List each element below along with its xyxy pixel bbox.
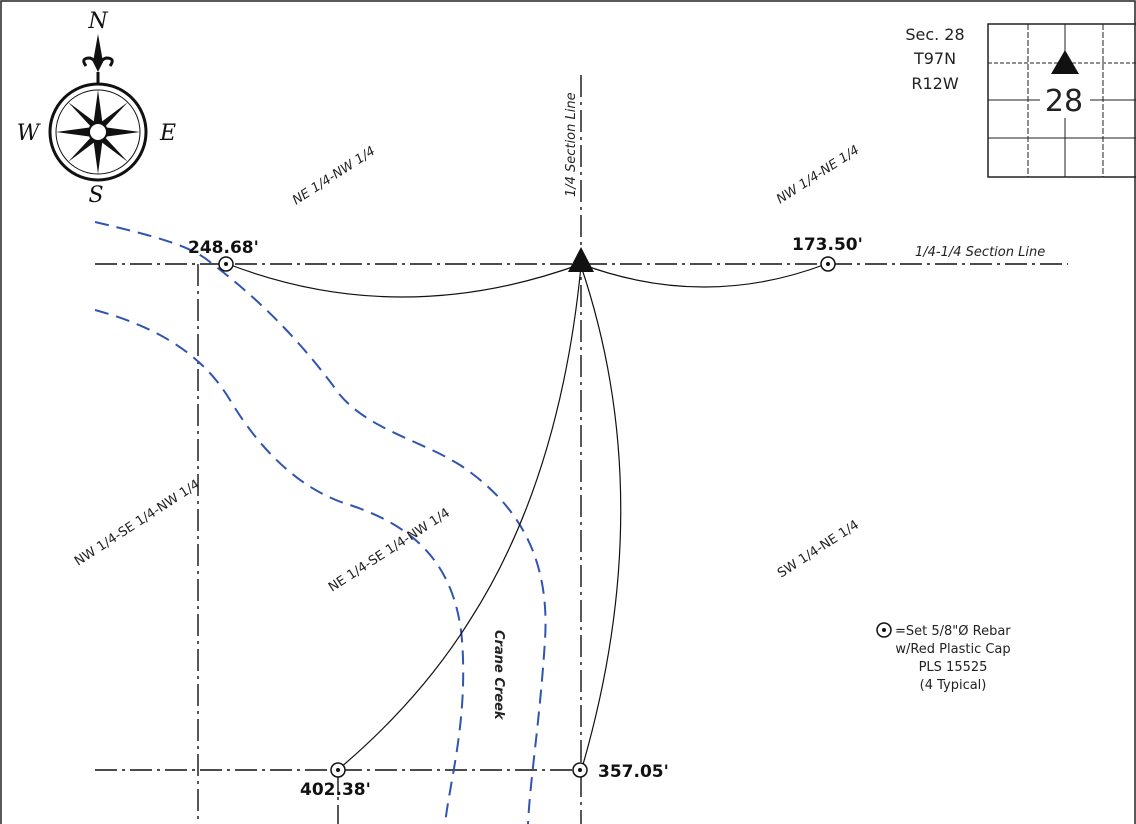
- distance-label: 173.50': [792, 235, 863, 255]
- distance-label: 402.38': [300, 780, 371, 800]
- section-corner: [568, 247, 594, 272]
- compass-rose: [48, 34, 148, 182]
- creek-bank-east: [94, 221, 547, 824]
- distance-label: 248.68': [188, 238, 259, 258]
- aliquot-label: NE 1/4-SE 1/4-NW 1/4: [326, 506, 453, 596]
- legend-text: (4 Typical): [920, 678, 987, 693]
- tie-arc: [339, 265, 582, 769]
- rebar-dots: [224, 262, 830, 772]
- legend-text: =Set 5/8"Ø Rebar: [895, 624, 1011, 639]
- compass-west: W: [17, 121, 42, 146]
- tie-arc: [227, 263, 582, 298]
- creek-bank-west: [94, 309, 465, 824]
- township-label: T97N: [913, 49, 956, 68]
- legend-symbol-dot: [882, 628, 886, 632]
- section-label: Sec. 28: [905, 25, 964, 44]
- legend-text: PLS 15525: [919, 660, 988, 675]
- line-label: 1/4-1/4 Section Line: [915, 245, 1045, 260]
- compass-south: S: [88, 183, 103, 208]
- distance-label: 357.05': [598, 762, 669, 782]
- aliquot-label: SW 1/4-NE 1/4: [775, 518, 862, 582]
- section-inset: [987, 23, 1136, 178]
- creek-label: Crane Creek: [491, 630, 506, 721]
- tie-arc: [580, 265, 622, 769]
- aliquot-label: NW 1/4-NE 1/4: [774, 143, 862, 207]
- range-label: R12W: [911, 74, 958, 93]
- legend-text: w/Red Plastic Cap: [895, 642, 1010, 657]
- inset-section-number: 28: [1045, 84, 1083, 119]
- aliquot-label: NE 1/4-NW 1/4: [290, 144, 378, 208]
- compass-north: N: [87, 9, 108, 34]
- line-label: 1/4 Section Line: [564, 92, 579, 197]
- tie-arc: [580, 263, 827, 288]
- rebar-markers: [218, 256, 836, 778]
- aliquot-label: NW 1/4-SE 1/4-NW 1/4: [72, 477, 203, 569]
- compass-east: E: [159, 121, 176, 146]
